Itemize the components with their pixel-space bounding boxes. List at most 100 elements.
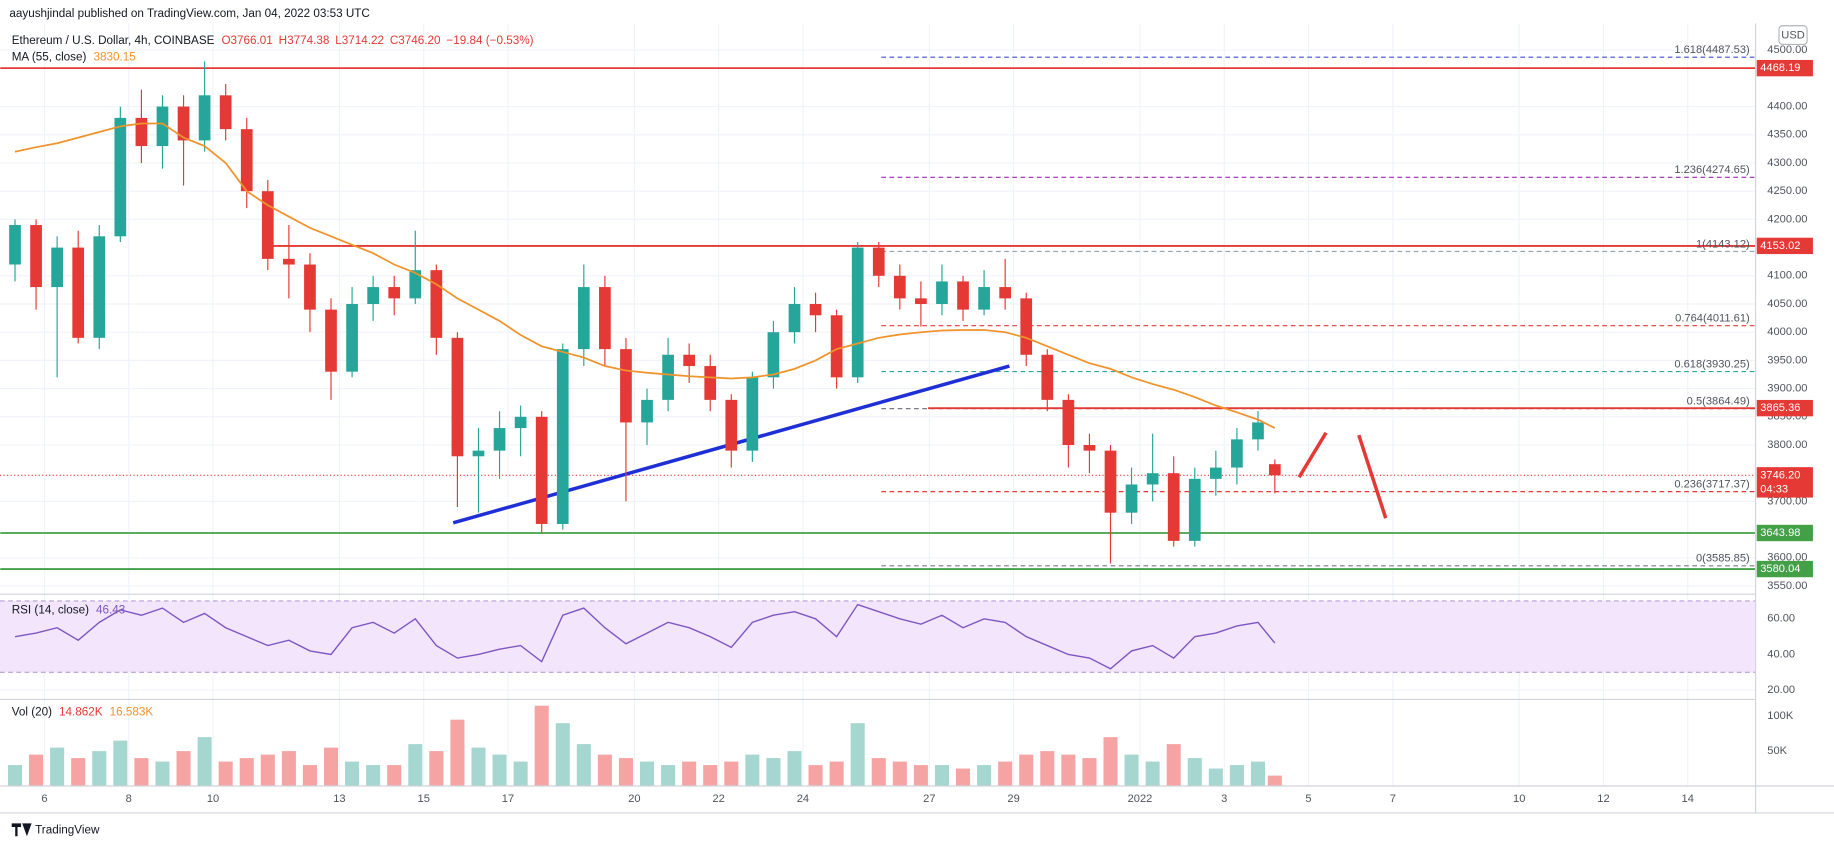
volume-bar [92,751,107,787]
y-tick-label: 3700.00 [1767,495,1807,507]
candle-body [72,247,85,338]
candle-body [388,287,401,299]
candle-body [1146,473,1159,485]
candle-body [641,399,653,423]
currency-box [1778,25,1808,46]
candle-body [367,287,379,304]
x-tick-label: 12 [1597,793,1609,805]
y-tick-label: 4200.00 [1767,213,1807,225]
candle-body [9,225,21,265]
change: −19.84 (−0.53%) [446,34,533,47]
legend-vol: Vol (20) 14.862K 16.583K [12,705,154,718]
ohlc: L3714.22 [335,34,384,47]
candle-body [304,264,316,310]
candle-body [577,287,590,350]
footer: TradingView [35,824,100,837]
candle-body [51,247,63,288]
projection-arrow [1357,434,1388,519]
volume-bar [513,761,528,787]
volume-bar [597,754,612,787]
volume-bar [977,765,992,787]
x-tick-label: 10 [1513,793,1525,805]
price-label-box [1756,237,1813,255]
candle-body [346,303,358,372]
candle-body [767,332,780,378]
volume-bar [281,751,296,787]
volume-bar [829,761,844,787]
candle-body [683,354,696,367]
ohlc: C3746.20 [390,34,441,47]
legend-rsi: RSI (14, close) 46.43 [12,604,126,617]
fib-label: 0(3585.85) [1696,553,1750,565]
x-tick-label: 22 [712,793,724,805]
candle-body [1209,467,1222,479]
volume-bar [576,744,591,787]
volume-bar [492,754,507,787]
x-tick-label: 20 [628,793,640,805]
candle-body [451,337,464,457]
price-label-box [1756,399,1813,417]
volume-bar [703,765,718,787]
published: aayushjindal published on TradingView.co… [9,7,370,20]
fib-label: 0.618(3930.25) [1674,358,1750,370]
price-label: 3580.04 [1760,563,1800,575]
volume-bar [1229,765,1244,787]
volume-bar [1208,768,1223,787]
candle-body [662,354,674,400]
volume-bar [1267,775,1282,787]
volume-bar [850,723,865,787]
ohlc: H3774.38 [279,34,330,47]
vol-ma-value: 16.583K [110,705,154,718]
volume-bar [302,765,317,787]
x-tick-label: 29 [1007,793,1019,805]
candle-body [93,236,106,338]
candle-body [283,258,295,265]
moving-average [14,122,1276,429]
price-label-box [1756,560,1813,578]
x-tick-label: 24 [797,793,809,805]
price-label: 3643.98 [1760,527,1800,539]
volume-bar [534,705,549,787]
volume-bar [892,761,907,787]
volume-bar [50,747,65,787]
y-tick-label: 3900.00 [1767,383,1807,395]
volume-bar [323,747,339,787]
candle-body [1083,445,1096,451]
volume-bar [450,719,465,787]
volume-bar [745,754,760,787]
candle-body [620,349,632,423]
candle-body [219,95,232,130]
x-tick-label: 8 [126,793,132,805]
candle-body [1231,439,1243,468]
volume-bar [618,758,633,787]
volume-bar [766,758,781,787]
legend-ma: MA (55, close) 3830.15 [12,50,137,63]
volume-bar [871,758,886,787]
volume-bar [345,761,360,787]
candle-body [999,287,1012,299]
fib-label: 1(4143.12) [1696,238,1750,250]
volume-bar [1082,758,1097,787]
candle-body [599,287,611,350]
y-tick-label: 4300.00 [1767,157,1807,169]
candle-body [135,117,148,147]
x-tick-label: 2022 [1128,793,1153,805]
y-tick-label: 40.00 [1767,648,1795,660]
candle-body [430,270,443,338]
ma-name: MA (55, close) [12,50,87,63]
ma-value: 3830.15 [93,50,136,63]
grid [0,23,1756,787]
candle-body [556,349,569,524]
candle-body [198,95,211,141]
candle-body [936,281,948,304]
volume-bar [555,723,570,787]
volume-bar [682,761,697,787]
volume-bar [1061,754,1076,787]
candle-body [704,366,717,400]
volume-bar [155,761,170,787]
candle-body [1104,450,1117,513]
rsi-name: RSI (14, close) [12,604,89,617]
fib-label: 0.5(3864.49) [1687,396,1750,408]
y-tick-label: 4250.00 [1767,185,1807,197]
volume-bar [176,751,191,787]
